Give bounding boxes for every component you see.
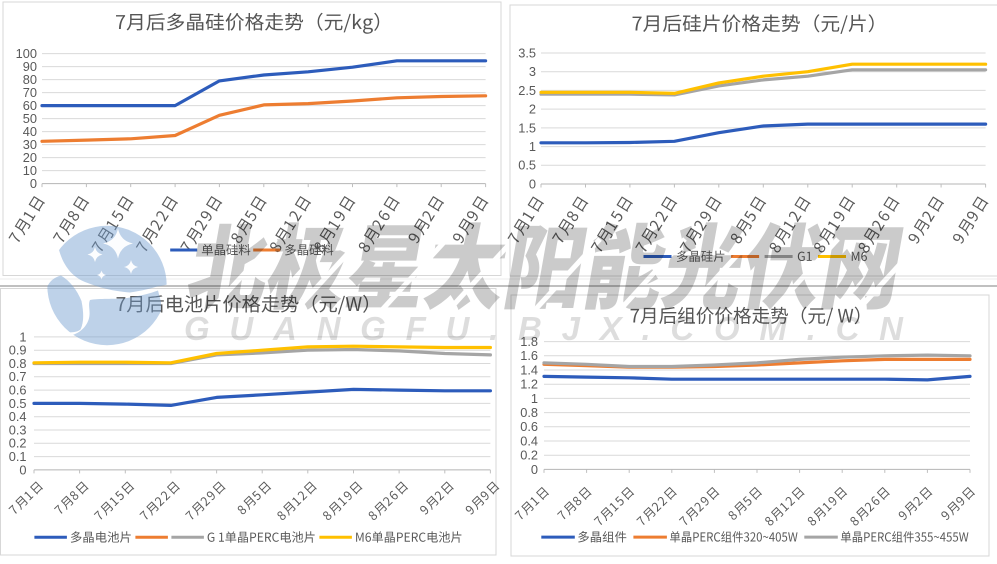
svg-text:1: 1 [529,139,536,154]
svg-text:0.7: 0.7 [9,369,27,384]
svg-text:0: 0 [529,176,536,191]
svg-text:1.4: 1.4 [520,362,538,377]
svg-text:0.6: 0.6 [520,419,538,434]
svg-text:0.4: 0.4 [520,433,538,448]
svg-text:40: 40 [23,124,37,139]
svg-text:50: 50 [23,111,37,126]
svg-text:0.4: 0.4 [9,409,27,424]
svg-text:1.8: 1.8 [520,334,538,349]
svg-text:60: 60 [23,98,37,113]
svg-text:0.5: 0.5 [518,158,536,173]
svg-text:2.5: 2.5 [518,83,536,98]
svg-text:0.3: 0.3 [9,422,27,437]
svg-text:1.6: 1.6 [520,348,538,363]
svg-text:10: 10 [23,163,37,178]
svg-text:70: 70 [23,85,37,100]
svg-text:0.2: 0.2 [9,436,27,451]
svg-text:80: 80 [23,72,37,87]
svg-text:3: 3 [529,64,536,79]
svg-text:0.5: 0.5 [9,396,27,411]
svg-text:20: 20 [23,150,37,165]
svg-text:1: 1 [19,329,26,344]
svg-text:3.5: 3.5 [518,45,536,60]
svg-text:0.8: 0.8 [9,356,27,371]
svg-text:1: 1 [531,391,538,406]
svg-text:0: 0 [19,462,26,477]
svg-text:1.2: 1.2 [520,377,538,392]
svg-text:0: 0 [30,176,37,191]
svg-text:0.1: 0.1 [9,449,27,464]
svg-text:1.5: 1.5 [518,120,536,135]
svg-text:0.8: 0.8 [520,405,538,420]
svg-text:30: 30 [23,137,37,152]
svg-text:0.2: 0.2 [520,448,538,463]
svg-text:100: 100 [16,46,37,61]
svg-text:0: 0 [531,462,538,477]
svg-text:90: 90 [23,59,37,74]
svg-text:2: 2 [529,102,536,117]
svg-text:0.6: 0.6 [9,383,27,398]
svg-text:0.9: 0.9 [9,343,27,358]
